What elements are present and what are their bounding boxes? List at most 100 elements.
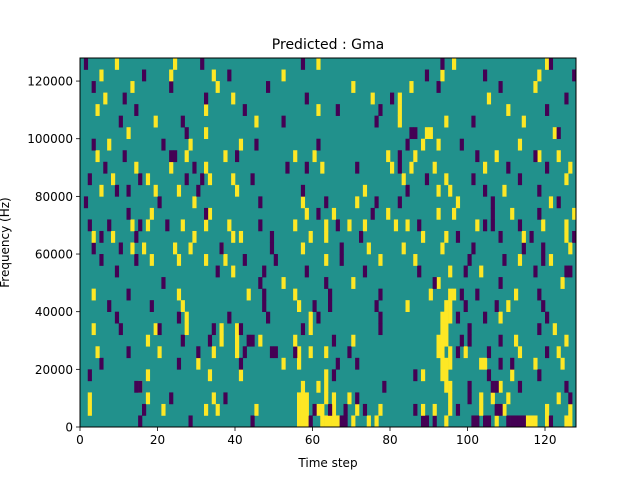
heatmap-cell bbox=[114, 184, 120, 197]
heatmap-cell bbox=[386, 150, 391, 163]
heatmap-cell bbox=[107, 219, 112, 232]
heatmap-cell bbox=[351, 277, 356, 289]
heatmap-cell bbox=[153, 115, 158, 128]
heatmap-cell bbox=[521, 115, 526, 128]
heatmap-cell bbox=[444, 323, 449, 336]
heatmap-cell bbox=[312, 150, 317, 163]
heatmap-cell bbox=[91, 230, 96, 243]
heatmap-cell bbox=[142, 403, 147, 416]
x-tick-label: 60 bbox=[305, 433, 320, 447]
heatmap-cell bbox=[374, 115, 379, 128]
heatmap-cell bbox=[300, 184, 306, 197]
heatmap-cell bbox=[486, 415, 492, 428]
heatmap-cell bbox=[537, 184, 542, 197]
heatmap-cell bbox=[145, 173, 151, 186]
heatmap-cell bbox=[556, 392, 561, 405]
heatmap-cell bbox=[111, 230, 116, 243]
heatmap-cell bbox=[409, 127, 414, 140]
heatmap-cell bbox=[324, 254, 329, 266]
heatmap-cell bbox=[169, 69, 174, 82]
heatmap-cell bbox=[324, 346, 329, 359]
heatmap-cell bbox=[525, 415, 530, 428]
heatmap-cell bbox=[436, 207, 441, 220]
heatmap-cell bbox=[436, 81, 441, 93]
heatmap-cell bbox=[118, 115, 123, 128]
heatmap-cell bbox=[537, 150, 542, 163]
heatmap-cell bbox=[409, 81, 414, 93]
heatmap-cell bbox=[355, 196, 360, 209]
heatmap-cell bbox=[444, 369, 449, 382]
heatmap-cell bbox=[521, 242, 526, 255]
heatmap-cell bbox=[533, 415, 538, 428]
heatmap-cell bbox=[293, 288, 298, 301]
x-axis: 0 20 40 60 80 100 120 bbox=[76, 427, 556, 447]
heatmap-cell bbox=[568, 415, 573, 428]
heatmap-cell bbox=[134, 380, 139, 393]
heatmap-cell bbox=[444, 115, 449, 128]
heatmap-cell bbox=[506, 300, 511, 312]
heatmap-cell bbox=[455, 230, 461, 243]
heatmap-cell bbox=[347, 219, 352, 232]
heatmap-cell bbox=[444, 357, 449, 370]
heatmap-cell bbox=[300, 380, 306, 393]
heatmap-cell bbox=[409, 161, 414, 174]
heatmap-cell bbox=[366, 242, 371, 255]
heatmap-cell bbox=[471, 415, 476, 428]
heatmap-cell bbox=[320, 161, 325, 174]
heatmap-cell bbox=[250, 415, 255, 428]
heatmap-cell bbox=[300, 58, 306, 70]
heatmap-cell bbox=[300, 392, 306, 405]
heatmap-cell bbox=[541, 300, 546, 312]
heatmap-cell bbox=[548, 254, 554, 266]
heatmap-cell bbox=[552, 323, 557, 336]
heatmap-cell bbox=[242, 104, 247, 116]
heatmap-cell bbox=[560, 357, 565, 370]
heatmap-cell bbox=[173, 150, 178, 163]
heatmap-cell bbox=[308, 311, 313, 324]
heatmap-cell bbox=[405, 300, 410, 312]
heatmap-cell bbox=[455, 346, 461, 359]
heatmap-cell bbox=[184, 323, 189, 336]
heatmap-cell bbox=[545, 346, 550, 359]
heatmap-cell bbox=[483, 415, 488, 428]
heatmap-cell bbox=[227, 69, 232, 82]
heatmap-cell bbox=[273, 254, 278, 266]
heatmap-cell bbox=[483, 69, 488, 82]
heatmap-cell bbox=[448, 265, 453, 278]
heatmap-cell bbox=[149, 254, 154, 266]
heatmap-cell bbox=[169, 161, 174, 174]
heatmap-cell bbox=[281, 69, 286, 82]
heatmap-cell bbox=[510, 357, 515, 370]
heatmap-cell bbox=[176, 357, 182, 370]
heatmap-cell bbox=[328, 288, 333, 301]
heatmap-cell bbox=[494, 300, 499, 312]
heatmap-cell bbox=[537, 323, 542, 336]
heatmap-cell bbox=[552, 127, 557, 140]
heatmap-cell bbox=[428, 127, 433, 140]
heatmap-cell bbox=[138, 380, 143, 393]
heatmap-cell bbox=[471, 242, 476, 255]
heatmap-cell bbox=[405, 138, 410, 151]
heatmap-cell bbox=[331, 334, 337, 347]
heatmap-cell bbox=[413, 127, 418, 140]
heatmap-cell bbox=[463, 346, 468, 359]
heatmap-cell bbox=[440, 334, 445, 347]
heatmap-cell bbox=[382, 380, 387, 393]
heatmap-cell bbox=[328, 300, 333, 312]
heatmap-cell bbox=[517, 219, 523, 232]
heatmap-cell bbox=[196, 357, 201, 370]
heatmap-cell bbox=[378, 311, 383, 324]
heatmap-cell bbox=[134, 161, 139, 174]
heatmap-cell bbox=[455, 311, 461, 324]
heatmap-cell bbox=[378, 254, 383, 266]
heatmap-cell bbox=[444, 230, 449, 243]
heatmap-cell bbox=[266, 81, 271, 93]
heatmap-cell bbox=[328, 403, 333, 416]
heatmap-cell bbox=[436, 334, 441, 347]
heatmap-cell bbox=[506, 104, 511, 116]
heatmap-cell bbox=[510, 415, 515, 428]
heatmap-cell bbox=[355, 403, 360, 416]
heatmap-cell bbox=[173, 242, 178, 255]
heatmap-cell bbox=[486, 92, 492, 105]
heatmap-cell bbox=[362, 219, 368, 232]
